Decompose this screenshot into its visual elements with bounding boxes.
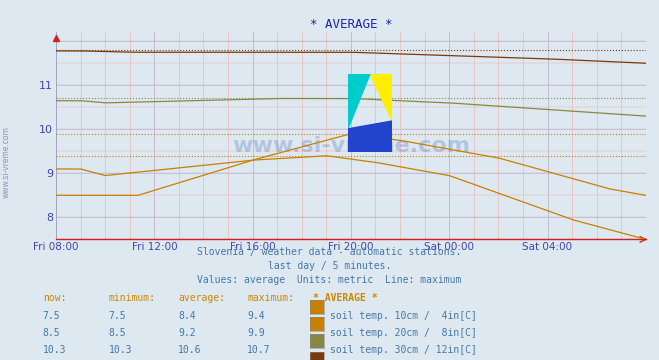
Text: soil temp. 20cm /  8in[C]: soil temp. 20cm / 8in[C] <box>330 328 476 338</box>
Text: www.si-vreme.com: www.si-vreme.com <box>232 136 470 156</box>
Text: 10.7: 10.7 <box>247 345 271 355</box>
Text: soil temp. 30cm / 12in[C]: soil temp. 30cm / 12in[C] <box>330 345 476 355</box>
Text: 9.4: 9.4 <box>247 311 265 321</box>
Text: 10.3: 10.3 <box>109 345 132 355</box>
Text: 8.5: 8.5 <box>109 328 127 338</box>
Text: 9.9: 9.9 <box>247 328 265 338</box>
Text: Slovenia / weather data - automatic stations.: Slovenia / weather data - automatic stat… <box>197 247 462 257</box>
Text: 8.4: 8.4 <box>178 311 196 321</box>
Text: 8.5: 8.5 <box>43 328 61 338</box>
Text: average:: average: <box>178 293 225 303</box>
Text: 10.6: 10.6 <box>178 345 202 355</box>
Text: maximum:: maximum: <box>247 293 294 303</box>
Text: 7.5: 7.5 <box>43 311 61 321</box>
Text: minimum:: minimum: <box>109 293 156 303</box>
Text: 7.5: 7.5 <box>109 311 127 321</box>
Title: * AVERAGE *: * AVERAGE * <box>310 18 392 31</box>
Text: soil temp. 10cm /  4in[C]: soil temp. 10cm / 4in[C] <box>330 311 476 321</box>
Text: now:: now: <box>43 293 67 303</box>
Text: 10.3: 10.3 <box>43 345 67 355</box>
Text: www.si-vreme.com: www.si-vreme.com <box>2 126 11 198</box>
Text: * AVERAGE *: * AVERAGE * <box>313 293 378 303</box>
Text: Values: average  Units: metric  Line: maximum: Values: average Units: metric Line: maxi… <box>197 275 462 285</box>
Text: 9.2: 9.2 <box>178 328 196 338</box>
Text: last day / 5 minutes.: last day / 5 minutes. <box>268 261 391 271</box>
